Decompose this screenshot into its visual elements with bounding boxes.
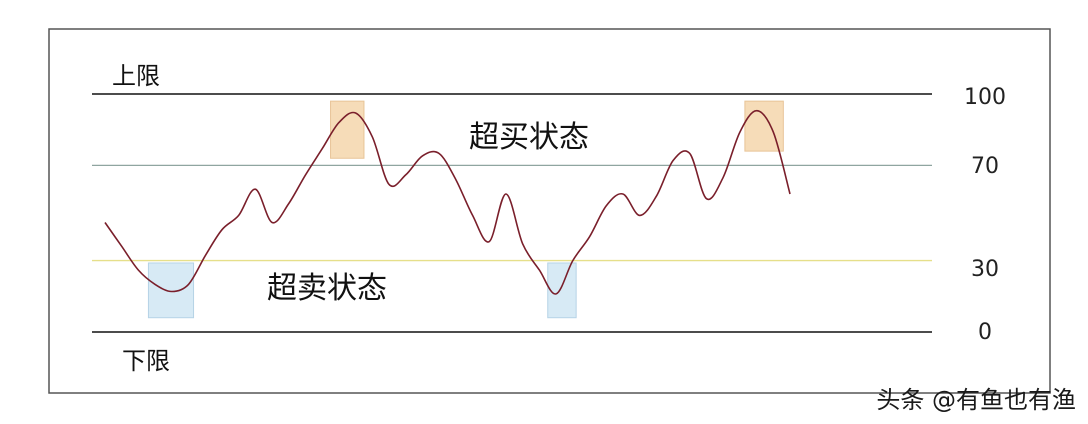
oversold-highlight-box (547, 262, 577, 319)
series-layer (104, 109, 791, 295)
upper-limit-label: 上限 (112, 62, 160, 90)
y-tick-label-70: 70 (971, 154, 999, 179)
y-tick-label-0: 0 (978, 320, 992, 345)
lower-limit-label: 下限 (122, 347, 170, 375)
y-tick-label-30: 30 (971, 257, 999, 282)
reference-lines (92, 93, 932, 333)
chart-frame (48, 28, 1051, 394)
highlight-boxes (147, 100, 784, 319)
oversold-annotation: 超卖状态 (267, 271, 387, 306)
y-tick-label-100: 100 (964, 85, 1006, 110)
overbought-annotation: 超买状态 (469, 120, 589, 155)
watermark: 头条 @有鱼也有渔 (876, 386, 1076, 414)
overbought-highlight-box (330, 100, 365, 159)
oversold-highlight-box (147, 262, 195, 319)
text-layer: 上限 下限 超买状态 超卖状态 100 70 30 0 头条 @有鱼也有渔 (112, 62, 1076, 414)
rsi-series-line (104, 109, 791, 295)
